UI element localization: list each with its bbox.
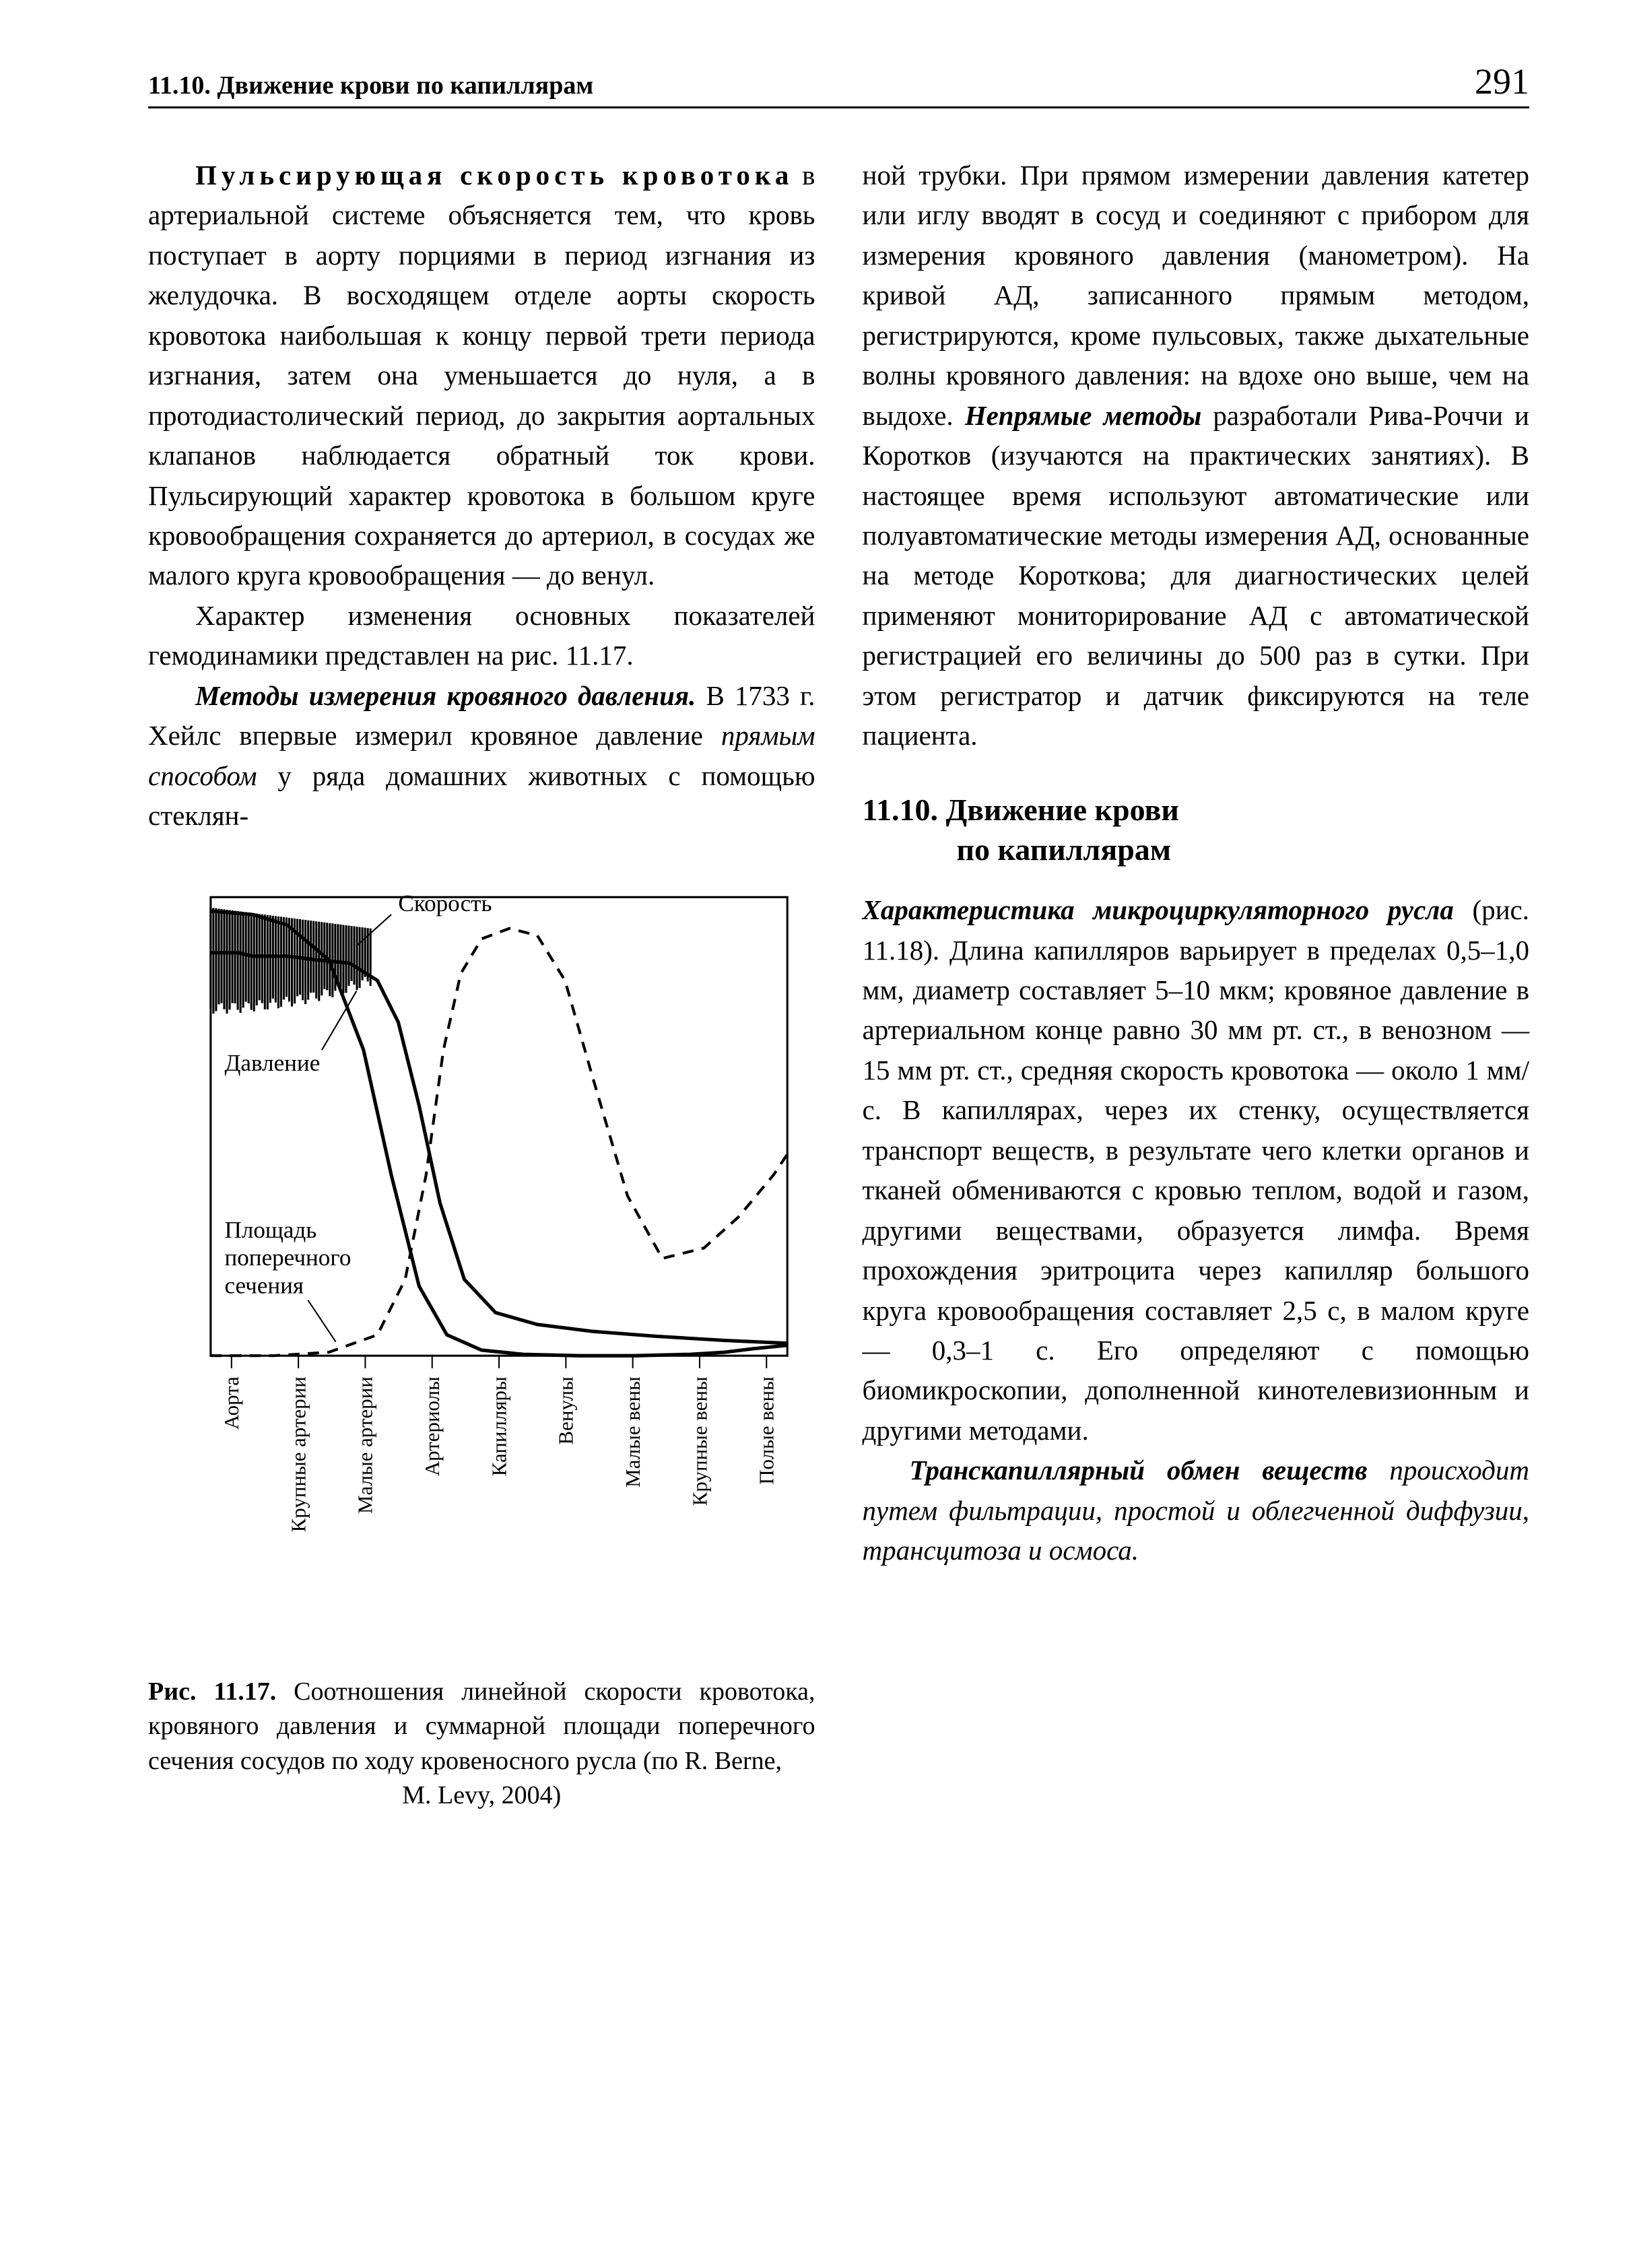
header-section: 11.10. Движение крови по капиллярам — [148, 71, 593, 100]
left-column: Пульсирующая скорость кровотока в артери… — [148, 156, 815, 1838]
svg-text:Капилляры: Капилляры — [487, 1376, 510, 1476]
text: в артериальной системе объясняется тем, … — [148, 160, 815, 591]
x-axis-labels: Аорта Крупные артерии Малые артерии Артерио… — [220, 1376, 778, 1532]
text: ной трубки. При прямом измерении давлени… — [863, 160, 1530, 431]
paragraph: Характеристика микроциркуляторного русла… — [863, 890, 1530, 1450]
page-number: 291 — [1475, 61, 1529, 102]
text: (рис. 11.18). Длина капилляров варьирует… — [863, 894, 1530, 1446]
figure-caption: Рис. 11.17. Соотношения линейной скорост… — [148, 1675, 815, 1813]
section-heading: 11.10. Движение крови по капиллярам — [863, 790, 1530, 871]
label-velocity: Скорость — [398, 890, 492, 916]
lead-emphasis: Методы измерения кровяного давления. — [195, 680, 696, 711]
svg-text:Малые артерии: Малые артерии — [354, 1377, 377, 1514]
section-title-line2: по капиллярам — [863, 830, 1530, 870]
section-number: 11.10. — [863, 793, 938, 827]
chart-svg: Скорость Давление Площадь поперечного се… — [148, 869, 815, 1648]
svg-text:Аорта: Аорта — [220, 1376, 243, 1430]
section-title-line1: Движение крови — [945, 793, 1178, 827]
running-header: 11.10. Движение крови по капиллярам 291 — [148, 61, 1529, 108]
lead-emphasis: Пульсирующая скорость кровотока — [195, 160, 793, 191]
svg-text:Крупные вены: Крупные вены — [688, 1376, 711, 1506]
leader-line — [308, 1300, 335, 1342]
label-area: сечения — [224, 1273, 304, 1299]
text: разработали Рива-Роччи и Коротков (изуча… — [863, 400, 1530, 752]
right-column: ной трубки. При прямом измерении давлени… — [863, 156, 1530, 1838]
velocity-pulsation-region — [211, 908, 370, 1014]
lead-emphasis: Характеристика микроциркуляторного русла — [863, 894, 1454, 925]
label-pressure: Давление — [224, 1050, 320, 1077]
svg-text:Артериолы: Артериолы — [420, 1376, 444, 1476]
paragraph: Транскапиллярный обмен веществ происходи… — [863, 1450, 1530, 1570]
text-columns: Пульсирующая скорость кровотока в артери… — [148, 156, 1529, 1838]
paragraph: Пульсирующая скорость кровотока в артери… — [148, 156, 815, 596]
label-area: Площадь — [224, 1217, 316, 1243]
svg-text:Малые вены: Малые вены — [621, 1376, 644, 1488]
caption-label: Рис. 11.17. — [148, 1677, 276, 1706]
paragraph: Методы измерения кровяного давления. В 1… — [148, 676, 815, 836]
svg-text:Венулы: Венулы — [554, 1376, 578, 1444]
svg-text:Крупные артерии: Крупные артерии — [286, 1377, 310, 1533]
label-area: поперечного — [224, 1245, 351, 1271]
inline-emphasis: Непрямые методы — [965, 400, 1202, 431]
svg-text:Полые вены: Полые вены — [755, 1376, 778, 1485]
lead-emphasis: Транскапиллярный обмен веществ — [910, 1455, 1368, 1486]
paragraph: ной трубки. При прямом измерении давлени… — [863, 156, 1530, 756]
paragraph: Характер изменения основных показателей … — [148, 596, 815, 676]
x-axis-ticks — [232, 1356, 766, 1369]
figure-11-17: Скорость Давление Площадь поперечного се… — [148, 869, 815, 1813]
